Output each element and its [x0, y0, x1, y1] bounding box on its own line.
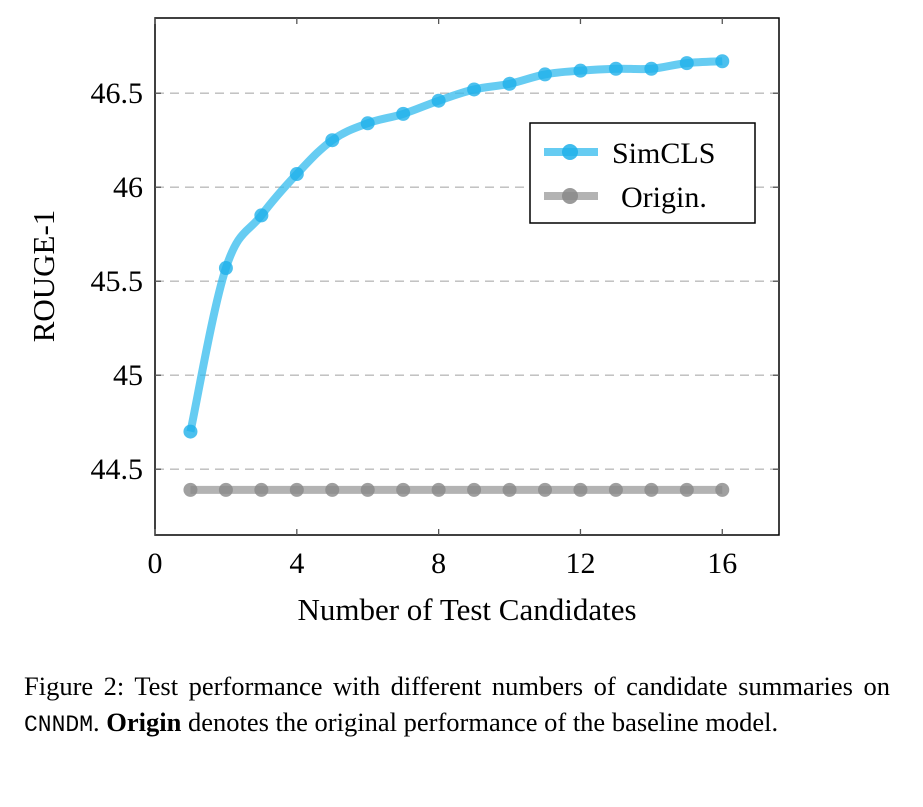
origin-point: [325, 482, 340, 497]
legend: SimCLS Origin.: [529, 122, 756, 224]
x-tick-label: 8: [431, 547, 446, 580]
origin-point: [608, 482, 623, 497]
caption-label: Figure 2:: [24, 671, 125, 701]
origin-point: [502, 482, 517, 497]
origin-point: [218, 482, 233, 497]
origin-point: [644, 482, 659, 497]
origin-point: [715, 482, 730, 497]
caption-text: Test performance with different numbers …: [134, 671, 890, 701]
caption-text-2: .: [93, 707, 100, 737]
caption-dataset: CNNDM: [24, 712, 94, 738]
y-tick-label: 46: [113, 171, 143, 204]
x-tick-label: 4: [289, 547, 304, 580]
legend-simcls-marker: [562, 144, 578, 160]
simcls-line: [186, 57, 723, 433]
legend-simcls-label: SimCLS: [612, 137, 715, 170]
origin-point: [431, 482, 446, 497]
simcls-point: [431, 93, 446, 108]
simcls-point: [396, 106, 411, 121]
y-tick-label: 45.5: [91, 265, 144, 298]
simcls-point: [467, 82, 482, 97]
y-tick-label: 45: [113, 359, 143, 392]
simcls-point: [679, 56, 694, 71]
simcls-point: [573, 63, 588, 78]
figure-caption: Figure 2: Test performance with differen…: [24, 668, 890, 743]
origin-point: [289, 482, 304, 497]
origin-point: [538, 482, 552, 497]
series-layer: [183, 54, 730, 497]
origin-point: [573, 482, 588, 497]
simcls-point: [608, 61, 623, 76]
line-chart: 44.5 45 45.5 46 46.5 0 4 8 12 16 Number of Test C…: [26, 17, 780, 627]
simcls-point: [325, 133, 340, 148]
origin-point: [679, 482, 694, 497]
simcls-point: [289, 167, 304, 182]
origin-point: [396, 482, 411, 497]
caption-bold: Origin: [106, 707, 182, 737]
y-axis-label: ROUGE-1: [26, 210, 61, 343]
origin-point: [360, 482, 375, 497]
caption-text-3: denotes the original performance of the …: [187, 707, 779, 737]
origin-point: [183, 482, 198, 497]
x-tick-label: 16: [707, 547, 737, 580]
axis-ticks: 44.5 45 45.5 46 46.5 0 4 8 12 16: [91, 18, 779, 580]
y-tick-label: 44.5: [91, 453, 144, 486]
simcls-point: [715, 54, 730, 69]
simcls-point: [502, 76, 517, 91]
origin-point: [254, 482, 269, 497]
simcls-point: [218, 261, 233, 276]
origin-point: [467, 482, 482, 497]
x-axis-label: Number of Test Candidates: [297, 592, 636, 627]
simcls-point: [538, 67, 552, 82]
legend-origin-label: Origin.: [621, 181, 707, 214]
simcls-point: [254, 208, 269, 223]
x-tick-label: 0: [148, 547, 163, 580]
legend-origin-marker: [562, 188, 578, 204]
simcls-point: [644, 61, 659, 76]
x-tick-label: 12: [565, 547, 595, 580]
simcls-point: [360, 116, 375, 131]
y-tick-label: 46.5: [91, 77, 144, 110]
plot-frame: [154, 17, 780, 536]
legend-box: [529, 122, 756, 224]
simcls-point: [183, 424, 198, 439]
